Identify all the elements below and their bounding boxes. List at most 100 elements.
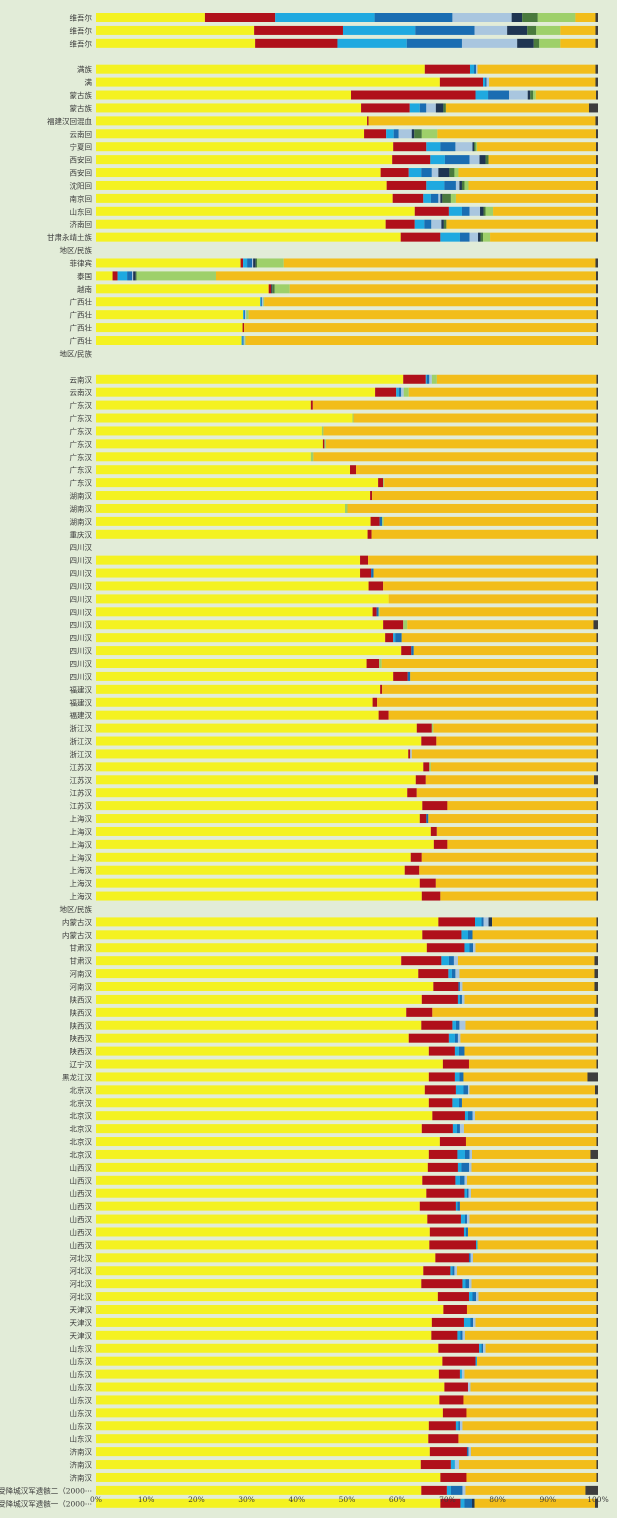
bar-segment (382, 684, 597, 694)
bar-segment (475, 943, 597, 953)
row-label: 四川汉 (70, 556, 93, 565)
bar-segment (96, 1149, 429, 1159)
row-label: 广西壮 (70, 336, 93, 346)
row-label: 济南汉 (70, 1447, 93, 1457)
bar-segment (596, 1343, 598, 1353)
bar-segment (455, 1085, 464, 1095)
row-label: 福建汉 (70, 697, 93, 707)
row-label: 四川汉 (70, 543, 93, 552)
bar-segment (595, 297, 598, 307)
bar-segment (373, 568, 597, 578)
bar-segment (386, 129, 394, 139)
bar-segment (596, 1137, 598, 1147)
bar-segment (398, 387, 402, 397)
bar-segment (401, 956, 442, 966)
bar-segment (464, 180, 469, 190)
bar-segment (596, 710, 598, 720)
row-label: 四川汉 (70, 582, 93, 591)
bar-segment (428, 814, 597, 824)
bar-segment (596, 452, 598, 462)
row-label: 北京汉 (70, 1137, 93, 1147)
bar-segment (451, 969, 456, 979)
bar-segment (470, 1317, 473, 1327)
bar-segment (595, 64, 598, 74)
bar-segment (507, 25, 528, 35)
x-tick-label: 90% (539, 1495, 556, 1504)
row-label: 四川汉 (70, 621, 93, 630)
bar-segment (594, 956, 598, 966)
row-label: 云南汉 (70, 374, 93, 384)
bar-segment (337, 38, 407, 48)
bar-segment (364, 129, 387, 139)
bar-segment (594, 1498, 598, 1508)
bar-segment (438, 1369, 460, 1379)
bar-segment (453, 956, 458, 966)
bar-segment (322, 439, 325, 449)
bar-segment (96, 297, 261, 307)
bar-segment (478, 232, 481, 242)
bar-segment (459, 1020, 466, 1030)
x-tick-label: 0% (90, 1495, 102, 1504)
bar-segment (421, 891, 441, 901)
bar-segment (476, 1292, 479, 1302)
bar-segment (428, 1098, 453, 1108)
bar-segment (243, 258, 248, 268)
row-label: 山东汉 (70, 1369, 93, 1379)
bar-segment (436, 374, 597, 384)
row-label: 陕西汉 (70, 1046, 93, 1056)
bar-segment (595, 155, 598, 165)
bar-segment (459, 969, 595, 979)
bar-segment (462, 982, 595, 991)
row-label: 宁夏回 (70, 142, 93, 152)
bar-segment (255, 258, 258, 268)
row-label: 四川汉 (70, 595, 93, 604)
bar-segment (465, 1485, 586, 1495)
bar-segment (596, 1188, 598, 1198)
bar-segment (96, 1343, 439, 1353)
bar-segment (393, 142, 427, 152)
row-label: 山东汉 (70, 1356, 93, 1366)
bar-segment (467, 1382, 471, 1392)
bar-segment (96, 723, 417, 733)
bar-segment (433, 982, 459, 991)
bar-segment (421, 1279, 463, 1289)
bar-segment (443, 219, 447, 229)
bar-segment (449, 168, 455, 178)
row-label: 山东汉 (70, 1343, 93, 1353)
bar-segment (483, 206, 486, 216)
bar-segment (96, 491, 371, 501)
bar-segment (368, 555, 597, 565)
bar-segment (96, 982, 434, 991)
row-label: 上海汉 (70, 826, 93, 836)
bar-segment (96, 1292, 438, 1302)
bar-segment (96, 1188, 427, 1198)
bar-segment (96, 1175, 423, 1185)
bar-segment (596, 478, 598, 488)
bar-segment (596, 1408, 598, 1418)
bar-segment (454, 1460, 459, 1470)
bar-segment (323, 426, 597, 436)
bar-segment (468, 180, 596, 190)
bar-segment (596, 1214, 598, 1224)
bar-segment (361, 103, 410, 113)
bar-segment (472, 1111, 476, 1121)
bar-segment (595, 25, 598, 35)
bar-segment (425, 374, 427, 384)
bar-segment (509, 90, 528, 100)
bar-segment (96, 1266, 424, 1276)
bar-segment (372, 491, 597, 501)
bar-segment (483, 232, 491, 242)
bar-segment (490, 232, 596, 242)
bar-segment (96, 839, 434, 849)
row-label: 沈阳回 (70, 180, 93, 190)
bar-segment (596, 1240, 598, 1250)
bar-segment (448, 1033, 455, 1043)
bar-segment (596, 465, 598, 475)
row-label: 陕西汉 (70, 1033, 93, 1043)
row-label: 甘肃永靖土族 (47, 232, 92, 242)
bar-segment (452, 1020, 456, 1030)
bar-segment (352, 413, 354, 423)
bar-segment (393, 129, 399, 139)
row-label: 上海汉 (70, 839, 93, 849)
row-label: 广东汉 (70, 400, 93, 410)
